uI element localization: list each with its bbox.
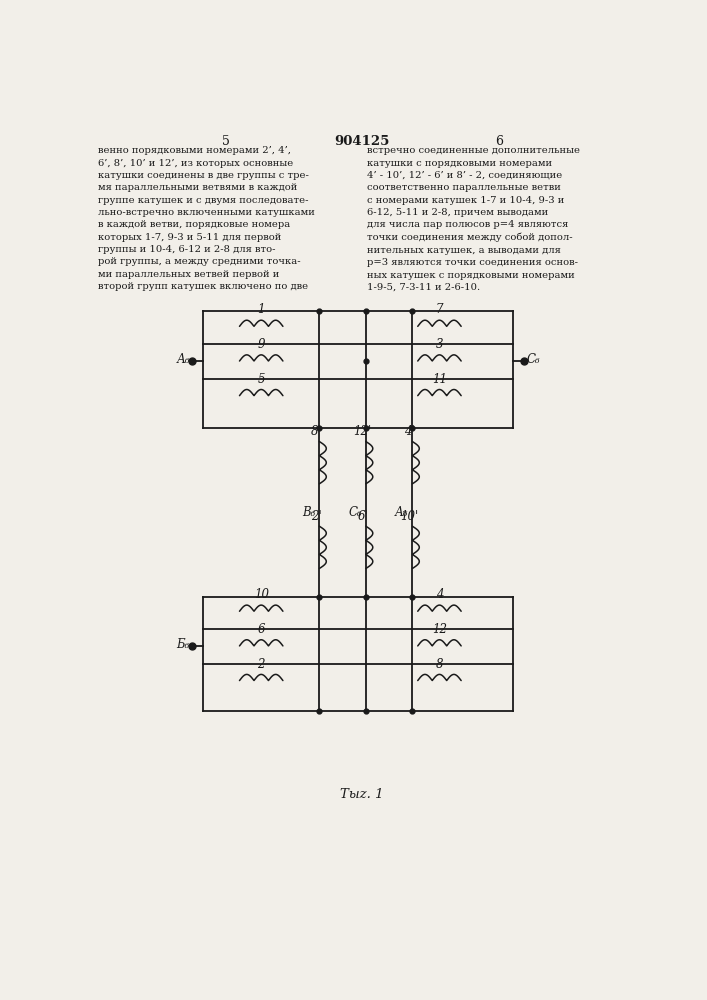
Text: 8: 8 (436, 658, 443, 671)
Text: 2: 2 (257, 658, 265, 671)
Text: 8': 8' (311, 425, 322, 438)
Text: 3: 3 (436, 338, 443, 351)
Text: 6: 6 (495, 135, 503, 148)
Text: венно порядковыми номерами 2’, 4’,
6’, 8’, 10’ и 12’, из которых основные
катушк: венно порядковыми номерами 2’, 4’, 6’, 8… (98, 146, 315, 291)
Text: 7: 7 (436, 303, 443, 316)
Text: 11: 11 (432, 373, 447, 386)
Text: 5: 5 (221, 135, 230, 148)
Text: А₆: А₆ (176, 353, 190, 366)
Text: 6: 6 (257, 623, 265, 636)
Text: 1: 1 (257, 303, 265, 316)
Text: В₆: В₆ (302, 506, 315, 519)
Text: Б₆: Б₆ (177, 638, 190, 651)
Text: Τыz. 1: Τыz. 1 (340, 788, 384, 801)
Text: 904125: 904125 (334, 135, 390, 148)
Text: 4': 4' (404, 425, 414, 438)
Text: 12': 12' (354, 425, 372, 438)
Text: 10': 10' (400, 510, 419, 523)
Text: 2': 2' (311, 510, 322, 523)
Text: 12: 12 (432, 623, 447, 636)
Text: 5: 5 (257, 373, 265, 386)
Text: С₆: С₆ (526, 353, 540, 366)
Text: 9: 9 (257, 338, 265, 351)
Text: встречно соединенные дополнительные
катушки с порядковыми номерами
4’ - 10’, 12’: встречно соединенные дополнительные кату… (368, 146, 580, 292)
Text: 6': 6' (357, 510, 368, 523)
Text: С₆: С₆ (349, 506, 362, 519)
Text: 10: 10 (254, 588, 269, 601)
Text: 4: 4 (436, 588, 443, 601)
Text: А₆: А₆ (395, 506, 409, 519)
